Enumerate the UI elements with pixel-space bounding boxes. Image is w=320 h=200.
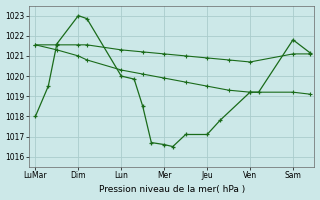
X-axis label: Pression niveau de la mer( hPa ): Pression niveau de la mer( hPa )	[99, 185, 245, 194]
